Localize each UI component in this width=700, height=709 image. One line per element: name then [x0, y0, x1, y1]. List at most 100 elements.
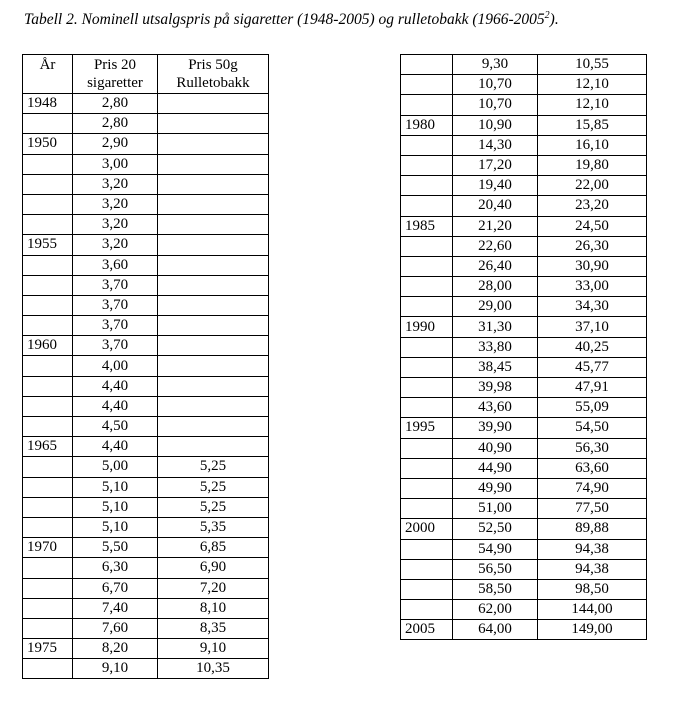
- tobacco-price-cell: 12,10: [537, 94, 647, 116]
- year-cell: [22, 375, 73, 397]
- year-cell: [22, 254, 73, 276]
- tobacco-price-cell: 5,25: [157, 456, 269, 478]
- tobacco-price-cell: 89,88: [537, 518, 647, 540]
- year-cell: [22, 173, 73, 195]
- tobacco-price-cell: 33,00: [537, 276, 647, 298]
- tobacco-price-cell: [157, 415, 269, 438]
- tobacco-price-cell: 94,38: [537, 538, 647, 560]
- year-cell: [400, 538, 453, 560]
- cigarette-price-cell: 4,00: [72, 355, 158, 377]
- tobacco-price-cell: [157, 395, 269, 418]
- tobacco-price-cell: 10,55: [537, 53, 647, 76]
- tobacco-price-cell: [157, 153, 269, 175]
- table-row: 19,40 22,00: [400, 175, 647, 197]
- table-row: 2005 64,00 149,00: [400, 619, 647, 641]
- table-row: 33,80 40,25: [400, 336, 647, 358]
- table-row: 9,10 10,35: [22, 658, 269, 680]
- table-row: 6,70 7,20: [22, 577, 269, 599]
- table-row: 1990 31,30 37,10: [400, 316, 647, 338]
- cigarette-price-cell: 4,40: [72, 375, 158, 397]
- tobacco-price-cell: 5,25: [157, 476, 269, 498]
- cigarette-price-cell: 3,20: [72, 234, 158, 256]
- tobacco-price-cell: [157, 133, 269, 155]
- tobacco-price-cell: [157, 375, 269, 397]
- table-row: 2,80: [22, 113, 269, 135]
- cigarette-price-cell: 33,80: [452, 336, 538, 358]
- cigarette-price-cell: 2,90: [72, 133, 158, 155]
- tobacco-price-cell: 40,25: [537, 336, 647, 358]
- tobacco-price-cell: 30,90: [537, 255, 647, 278]
- cigarette-price-cell: 62,00: [452, 599, 538, 621]
- tobacco-price-cell: [157, 234, 269, 256]
- cigarette-price-cell: 64,00: [452, 619, 538, 641]
- cigarette-price-cell: 43,60: [452, 397, 538, 419]
- table-row: 5,10 5,25: [22, 496, 269, 518]
- table-row: 3,20: [22, 214, 269, 236]
- year-cell: [22, 658, 73, 680]
- table-row: 10,70 12,10: [400, 94, 647, 116]
- table-row: 4,00: [22, 355, 269, 377]
- tobacco-price-cell: 63,60: [537, 457, 647, 479]
- table-row: 3,00: [22, 153, 269, 175]
- year-cell: 1995: [400, 417, 453, 439]
- tobacco-price-cell: [157, 315, 269, 337]
- year-cell: 2000: [400, 518, 453, 540]
- year-cell: [400, 154, 453, 177]
- year-cell: [400, 195, 453, 217]
- table-row: 1960 3,70: [22, 335, 269, 357]
- cigarette-price-cell: 9,30: [452, 53, 538, 76]
- cigarette-price-cell: 3,70: [72, 315, 158, 337]
- cigarette-price-cell: 58,50: [452, 578, 538, 601]
- year-cell: [400, 175, 453, 197]
- tobacco-price-cell: 144,00: [537, 599, 647, 621]
- table-row: 3,20: [22, 193, 269, 216]
- header-year: År: [22, 54, 73, 94]
- header-tob-line1: Pris 50g: [188, 57, 238, 73]
- table-row: 56,50 94,38: [400, 558, 647, 580]
- year-cell: 2005: [400, 619, 453, 641]
- tobacco-price-cell: [157, 274, 269, 296]
- cigarette-price-cell: 2,80: [72, 92, 158, 115]
- cigarette-price-cell: 3,70: [72, 294, 158, 317]
- table-row: 9,30 10,55: [400, 53, 647, 76]
- cigarette-price-cell: 26,40: [452, 255, 538, 278]
- cigarette-price-cell: 8,20: [72, 638, 158, 660]
- cigarette-price-cell: 44,90: [452, 457, 538, 479]
- table-row: 4,40: [22, 395, 269, 418]
- header-cig-line1: Pris 20: [93, 57, 137, 73]
- tobacco-price-cell: 6,90: [157, 557, 269, 579]
- cigarette-price-cell: 39,98: [452, 376, 538, 399]
- year-cell: 1970: [22, 537, 73, 559]
- year-cell: [400, 296, 453, 318]
- tobacco-price-cell: 5,25: [157, 496, 269, 518]
- tobacco-price-cell: 8,10: [157, 597, 269, 619]
- year-cell: 1965: [22, 436, 73, 458]
- year-cell: [22, 577, 73, 599]
- year-cell: [22, 113, 73, 135]
- table-row: 1965 4,40: [22, 436, 269, 458]
- table-row: 6,30 6,90: [22, 557, 269, 579]
- cigarette-price-cell: 3,60: [72, 254, 158, 276]
- table-row: 62,00 144,00: [400, 599, 647, 621]
- table-row: 1980 10,90 15,85: [400, 114, 647, 136]
- cigarette-price-cell: 10,70: [452, 74, 538, 96]
- tobacco-price-cell: 26,30: [537, 235, 647, 257]
- year-cell: [22, 214, 73, 236]
- year-cell: [400, 477, 453, 500]
- tobacco-price-cell: 56,30: [537, 437, 647, 459]
- cigarette-price-cell: 7,40: [72, 597, 158, 619]
- price-table-left: År Pris 20 sigaretter Pris 50g Rulletobakk…: [22, 54, 269, 680]
- tobacco-price-cell: 37,10: [537, 316, 647, 338]
- header-rolling-tobacco: Pris 50g Rulletobakk: [157, 54, 269, 94]
- year-cell: [22, 355, 73, 377]
- tobacco-price-cell: 23,20: [537, 195, 647, 217]
- cigarette-price-cell: 5,50: [72, 537, 158, 559]
- year-cell: [400, 558, 453, 580]
- table-row: 1995 39,90 54,50: [400, 417, 647, 439]
- cigarette-price-cell: 3,20: [72, 193, 158, 216]
- tobacco-price-cell: 8,35: [157, 617, 269, 640]
- year-cell: 1990: [400, 316, 453, 338]
- header-year-label: År: [39, 57, 56, 73]
- table-row: 17,20 19,80: [400, 154, 647, 177]
- table-row: 58,50 98,50: [400, 578, 647, 601]
